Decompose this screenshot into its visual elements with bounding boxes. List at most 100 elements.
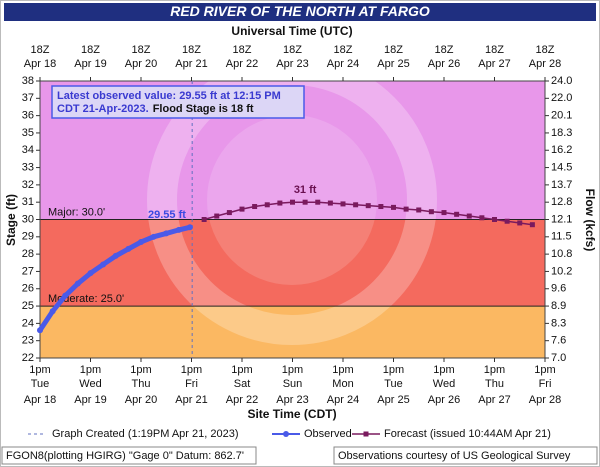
x-tick-date: Apr 27 xyxy=(478,394,510,406)
forecast-point xyxy=(239,206,245,212)
y-tick-label: 37 xyxy=(22,92,34,104)
x-tick-label: 1pm xyxy=(231,364,252,376)
legend-label: Graph Created (1:19PM Apr 21, 2023) xyxy=(52,428,239,440)
top-x-tick-date: Apr 23 xyxy=(276,58,308,70)
forecast-point xyxy=(327,200,333,206)
y2-tick-label: 16.2 xyxy=(551,144,572,156)
top-x-tick-date: Apr 19 xyxy=(74,58,106,70)
y-tick-label: 32 xyxy=(22,179,34,191)
x-tick-label: 1pm xyxy=(383,364,404,376)
y2-tick-label: 18.3 xyxy=(551,127,572,139)
info-date: CDT 21-Apr-2023. xyxy=(57,103,149,115)
x-tick-date: Apr 26 xyxy=(428,394,460,406)
forecast-point xyxy=(454,211,460,217)
x-tick-date: Apr 21 xyxy=(175,394,207,406)
y-tick-label: 33 xyxy=(22,161,34,173)
forecast-point xyxy=(403,206,409,212)
top-x-tick-label: 18Z xyxy=(536,44,555,56)
y2-tick-label: 8.3 xyxy=(551,317,566,329)
top-x-tick-label: 18Z xyxy=(233,44,252,56)
y-tick-label: 30 xyxy=(22,213,34,225)
top-x-tick-date: Apr 21 xyxy=(175,58,207,70)
x-tick-label: 1pm xyxy=(130,364,151,376)
y2-tick-label: 11.5 xyxy=(551,231,572,243)
top-x-tick-date: Apr 25 xyxy=(377,58,409,70)
y-tick-label: 34 xyxy=(22,144,34,156)
legend-label: Forecast (issued 10:44AM Apr 21) xyxy=(384,428,551,440)
x-tick-label: 1pm xyxy=(433,364,454,376)
forecast-point xyxy=(201,217,207,222)
forecast-point xyxy=(252,204,258,210)
annotation: 31 ft xyxy=(294,184,317,196)
top-x-tick-label: 18Z xyxy=(435,44,454,56)
observed-point xyxy=(138,239,144,246)
forecast-point xyxy=(365,203,371,209)
x-tick-label: 1pm xyxy=(282,364,303,376)
flood-stage: Flood Stage is 18 ft xyxy=(153,103,254,115)
top-x-tick-date: Apr 20 xyxy=(125,58,157,70)
footer-right: Observations courtesy of US Geological S… xyxy=(338,450,571,462)
y-tick-label: 25 xyxy=(22,300,34,312)
forecast-point xyxy=(441,210,447,216)
forecast-point xyxy=(378,204,384,210)
top-x-tick-date: Apr 26 xyxy=(428,58,460,70)
top-x-tick-date: Apr 28 xyxy=(529,58,561,70)
forecast-point xyxy=(391,204,396,210)
observed-point xyxy=(37,327,43,334)
top-x-tick-label: 18Z xyxy=(81,44,100,56)
top-x-tick-label: 18Z xyxy=(283,44,302,56)
x-tick-label: 1pm xyxy=(29,364,50,376)
y2-tick-label: 9.6 xyxy=(551,283,566,295)
y2-tick-label: 10.8 xyxy=(551,248,572,260)
top-x-tick-label: 18Z xyxy=(384,44,403,56)
forecast-point xyxy=(315,199,321,205)
x-tick-date: Apr 28 xyxy=(529,394,561,406)
y-tick-label: 28 xyxy=(22,248,34,260)
observed-point xyxy=(49,308,56,315)
forecast-point xyxy=(479,215,485,221)
x-tick-date: Apr 20 xyxy=(125,394,157,406)
info-line: Latest observed value: 29.55 ft at 12:15… xyxy=(57,90,281,102)
flood-band xyxy=(40,306,545,358)
x-tick-weekday: Mon xyxy=(332,378,353,390)
forecast-point xyxy=(428,209,434,215)
x-tick-weekday: Wed xyxy=(433,378,455,390)
forecast-point xyxy=(340,201,346,207)
forecast-point xyxy=(290,199,295,205)
legend-label: Observed xyxy=(304,428,352,440)
forecast-point xyxy=(416,207,422,213)
top-x-tick-date: Apr 24 xyxy=(327,58,359,70)
top-x-tick-label: 18Z xyxy=(485,44,504,56)
observed-point xyxy=(150,233,157,240)
info-box xyxy=(51,85,305,119)
forecast-point xyxy=(353,202,359,208)
y-tick-label: 27 xyxy=(22,265,34,277)
x-tick-weekday: Fri xyxy=(539,378,552,390)
x-tick-date: Apr 22 xyxy=(226,394,258,406)
observed-point xyxy=(62,292,69,299)
forecast-point xyxy=(214,213,220,219)
y-tick-label: 29 xyxy=(22,231,34,243)
x-tick-date: Apr 19 xyxy=(74,394,106,406)
top-x-tick-label: 18Z xyxy=(31,44,50,56)
info-line: CDT 21-Apr-2023. Flood Stage is 18 ft xyxy=(57,103,254,115)
observed-point xyxy=(87,270,94,277)
observed-point xyxy=(125,245,132,252)
forecast-point xyxy=(226,210,232,216)
forecast-point xyxy=(466,213,472,219)
chart-title: RED RIVER OF THE NORTH AT FARGO xyxy=(170,3,430,19)
y-tick-label: 31 xyxy=(22,196,34,208)
x-tick-date: Apr 24 xyxy=(327,394,359,406)
y-axis-title: Stage (ft) xyxy=(4,194,18,246)
x-tick-weekday: Tue xyxy=(31,378,50,390)
x-tick-date: Apr 25 xyxy=(377,394,409,406)
x-tick-label: 1pm xyxy=(332,364,353,376)
legend-swatch xyxy=(283,431,289,437)
x-tick-label: 1pm xyxy=(484,364,505,376)
watermark xyxy=(147,55,437,345)
footer-box xyxy=(333,446,598,465)
y2-tick-label: 12.8 xyxy=(551,196,572,208)
forecast-point xyxy=(492,217,497,222)
y-tick-label: 24 xyxy=(22,317,34,329)
